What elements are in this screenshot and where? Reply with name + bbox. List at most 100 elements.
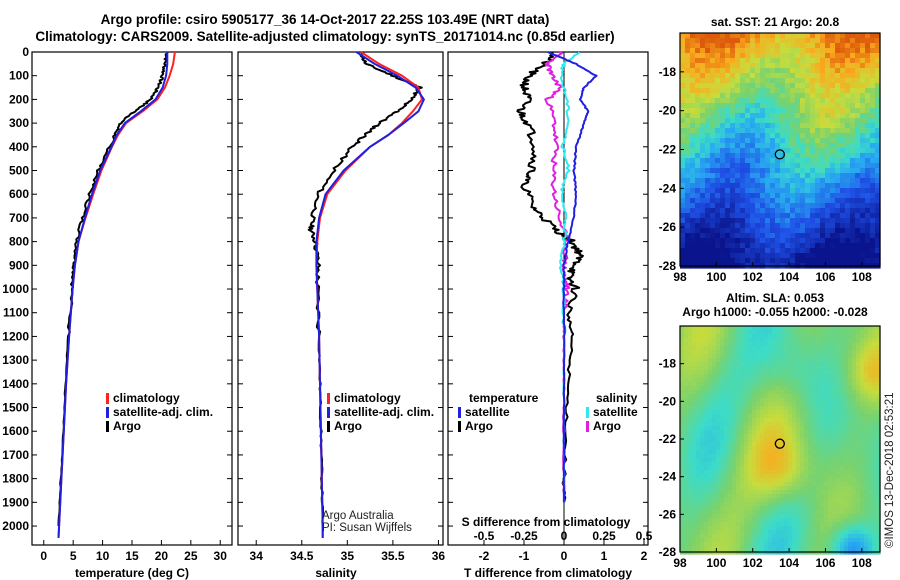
map-cell xyxy=(776,338,781,343)
map-cell xyxy=(790,103,796,109)
map-cell xyxy=(748,434,753,439)
map-cell xyxy=(708,438,713,443)
map-cell xyxy=(735,223,741,229)
map-cell xyxy=(752,506,757,511)
map-cell xyxy=(830,48,836,54)
map-cell xyxy=(835,68,841,74)
map-cell xyxy=(700,178,706,184)
map-cell xyxy=(775,88,781,94)
map-cell xyxy=(800,402,805,407)
map-cell xyxy=(848,386,853,391)
map-cell xyxy=(848,546,853,551)
map-cell xyxy=(720,178,726,184)
map-cell xyxy=(796,378,801,383)
map-cell xyxy=(740,118,746,124)
map-cell xyxy=(824,414,829,419)
map-cell xyxy=(845,53,851,59)
map-cell xyxy=(876,494,881,499)
map-cell xyxy=(785,238,791,244)
y-tick-label: 1900 xyxy=(2,495,29,509)
map-cell xyxy=(772,378,777,383)
map-cell xyxy=(752,370,757,375)
map-cell xyxy=(685,173,691,179)
map-cell xyxy=(795,48,801,54)
map-cell xyxy=(715,163,721,169)
map-cell xyxy=(692,458,697,463)
map-cell xyxy=(780,213,786,219)
map-cell xyxy=(775,238,781,244)
map-cell xyxy=(825,103,831,109)
map-cell xyxy=(800,163,806,169)
map-cell xyxy=(760,223,766,229)
map-cell xyxy=(876,362,881,367)
map-cell xyxy=(800,502,805,507)
map-cell xyxy=(750,143,756,149)
map-cell xyxy=(864,418,869,423)
map-cell xyxy=(790,158,796,164)
map-cell xyxy=(844,346,849,351)
map-cell xyxy=(808,458,813,463)
map-cell xyxy=(840,414,845,419)
map-cell xyxy=(800,188,806,194)
map-cell xyxy=(680,366,685,371)
map-cell xyxy=(845,38,851,44)
map-cell xyxy=(748,546,753,551)
map-cell xyxy=(680,253,686,259)
map-cell xyxy=(870,163,876,169)
map-cell xyxy=(864,342,869,347)
map-cell xyxy=(725,148,731,154)
map-cell xyxy=(772,370,777,375)
map-cell xyxy=(724,414,729,419)
map-cell xyxy=(860,434,865,439)
map-cell xyxy=(775,233,781,239)
map-cell xyxy=(840,454,845,459)
map-cell xyxy=(705,103,711,109)
map-cell xyxy=(844,530,849,535)
map-cell xyxy=(700,418,705,423)
map-cell xyxy=(776,374,781,379)
map-cell xyxy=(812,402,817,407)
map-cell xyxy=(680,398,685,403)
map-cell xyxy=(736,330,741,335)
map-cell xyxy=(716,514,721,519)
map-cell xyxy=(740,518,745,523)
map-cell xyxy=(700,378,705,383)
map-cell xyxy=(780,198,786,204)
map-cell xyxy=(704,414,709,419)
map-cell xyxy=(804,514,809,519)
map-cell xyxy=(770,33,776,39)
map-cell xyxy=(810,203,816,209)
map-cell xyxy=(700,470,705,475)
map-cell xyxy=(832,406,837,411)
map-cell xyxy=(690,48,696,54)
map-cell xyxy=(835,43,841,49)
map-cell xyxy=(750,233,756,239)
map-cell xyxy=(832,414,837,419)
map-cell xyxy=(728,490,733,495)
map-cell xyxy=(788,350,793,355)
map-cell xyxy=(712,446,717,451)
map-cell xyxy=(728,450,733,455)
map-cell xyxy=(868,450,873,455)
map-cell xyxy=(772,342,777,347)
map-cell xyxy=(848,326,853,331)
map-cell xyxy=(772,338,777,343)
map-cell xyxy=(800,228,806,234)
map-cell xyxy=(725,153,731,159)
map-cell xyxy=(810,73,816,79)
map-cell xyxy=(704,406,709,411)
map-cell xyxy=(724,410,729,415)
map-cell xyxy=(868,490,873,495)
map-cell xyxy=(800,193,806,199)
y-tick-label: 400 xyxy=(9,140,29,154)
map-cell xyxy=(875,198,881,204)
map-cell xyxy=(812,510,817,515)
map-cell xyxy=(856,450,861,455)
map-cell xyxy=(712,538,717,543)
map-cell xyxy=(844,458,849,463)
map-cell xyxy=(688,406,693,411)
diff-salinity-legend-swatch xyxy=(586,407,589,418)
map-cell xyxy=(784,354,789,359)
map-cell xyxy=(805,38,811,44)
map-cell xyxy=(808,542,813,547)
